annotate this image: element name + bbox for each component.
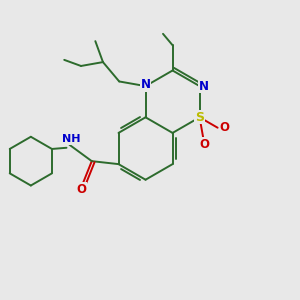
Text: O: O (76, 183, 86, 196)
Text: O: O (200, 138, 210, 151)
Text: N: N (140, 78, 151, 91)
Text: S: S (195, 111, 204, 124)
Text: N: N (199, 80, 209, 93)
Text: NH: NH (62, 134, 80, 144)
Text: O: O (219, 121, 229, 134)
